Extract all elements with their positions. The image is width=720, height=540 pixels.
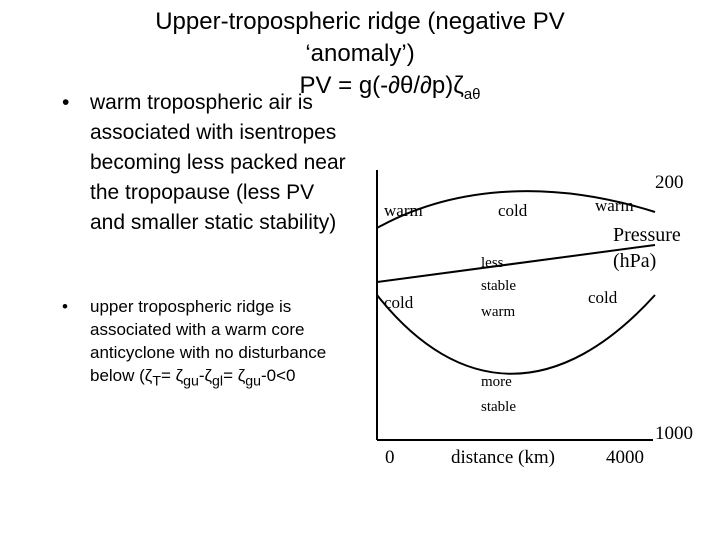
pv-equation: PV = g(-∂θ/∂p)ζaθ <box>30 72 720 109</box>
bullet-marker: • <box>62 297 68 316</box>
label-less-line-1: less <box>481 255 504 271</box>
slide-title-line-1: Upper-tropospheric ridge (negative PV <box>155 8 565 35</box>
label-cold-left: cold <box>384 293 414 312</box>
label-less-line-3: warm <box>481 304 515 320</box>
x-axis-label: distance (km) <box>451 447 555 468</box>
label-warm-left: warm <box>384 201 423 220</box>
pressure-tick-200: 200 <box>655 172 684 193</box>
pressure-label-line-1: Pressure <box>613 224 681 246</box>
bullet-text: warm tropospheric air is associated with… <box>90 91 346 234</box>
pv-equation-main: PV = g(-∂θ/∂p)ζ <box>299 72 464 99</box>
lower-isentrope <box>376 294 656 375</box>
label-cold-top: cold <box>498 201 528 220</box>
pressure-tick-1000: 1000 <box>655 423 693 444</box>
bullet-ridge: • upper tropospheric ridge is associated… <box>62 295 352 393</box>
label-cold-right: cold <box>588 288 618 307</box>
pressure-label-line-2: (hPa) <box>613 250 656 272</box>
label-less-line-2: stable <box>481 278 516 294</box>
label-more-line-1: more <box>481 374 512 390</box>
upper-isentrope <box>376 190 656 229</box>
x-tick-0: 0 <box>385 447 395 468</box>
slide-title-line-2: ‘anomaly’) <box>305 40 415 67</box>
x-tick-4000: 4000 <box>606 447 644 468</box>
label-more-line-2: stable <box>481 399 516 415</box>
pv-equation-subscript: aθ <box>463 85 481 103</box>
middle-isentrope <box>376 244 656 283</box>
bullet-text: upper tropospheric ridge is associated w… <box>90 297 327 390</box>
label-warm-right: warm <box>595 196 634 215</box>
bullet-marker: • <box>62 91 70 114</box>
bullet-warm-air: • warm tropospheric air is associated wi… <box>62 88 352 238</box>
